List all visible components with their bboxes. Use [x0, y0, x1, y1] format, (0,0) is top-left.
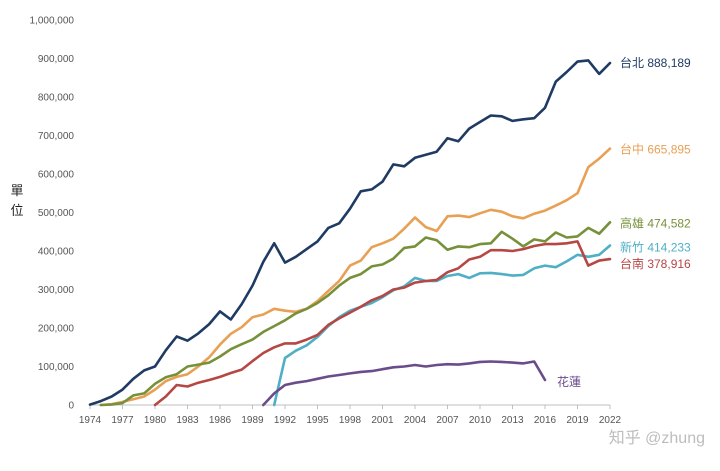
y-tick-label: 400,000 [38, 247, 75, 258]
y-tick-label: 200,000 [38, 324, 75, 335]
series-end-label: 新竹 414,233 [620, 240, 691, 255]
y-tick-label: 500,000 [38, 208, 75, 219]
x-tick-label: 2016 [534, 415, 557, 426]
x-tick-label: 1995 [306, 415, 329, 426]
x-axis-ticks: 1974 1977 1980 1983 1986 1989 1992 1995 1998 2001… [79, 405, 622, 426]
y-tick-label: 100,000 [38, 362, 75, 373]
series-end-labels: 台北 888,189 台中 665,895 高雄 474,582 新竹 414,233… [557, 55, 691, 389]
series-end-label: 台中 665,895 [620, 142, 691, 157]
x-tick-label: 2022 [599, 415, 622, 426]
x-tick-label: 1974 [79, 415, 102, 426]
x-tick-label: 2001 [371, 415, 394, 426]
watermark-text: 知乎 @zhung [609, 429, 705, 447]
series-line-台中 [99, 147, 612, 407]
x-tick-label: 2004 [404, 415, 427, 426]
x-tick-label: 1992 [274, 415, 297, 426]
series-line-花蓮 [261, 360, 547, 407]
y-axis-ticks: 0 100,000 200,000 300,000 400,000 500,000 600,… [30, 16, 75, 412]
x-tick-label: 2007 [436, 415, 459, 426]
x-tick-label: 2013 [501, 415, 524, 426]
y-tick-label: 300,000 [38, 285, 75, 296]
y-tick-label: 1,000,000 [30, 16, 75, 27]
x-tick-label: 1977 [111, 415, 134, 426]
series-end-label: 台北 888,189 [620, 55, 691, 70]
x-tick-label: 2019 [566, 415, 589, 426]
y-axis-label-char-2: 位 [10, 203, 23, 218]
series-line-台南 [153, 240, 612, 407]
y-tick-label: 0 [68, 401, 74, 412]
y-axis-label-char-1: 單 [10, 183, 23, 198]
x-tick-label: 1983 [176, 415, 199, 426]
series-line-台北 [88, 59, 612, 406]
x-tick-label: 2010 [469, 415, 492, 426]
y-tick-label: 700,000 [38, 131, 75, 142]
x-tick-label: 1998 [339, 415, 362, 426]
y-tick-label: 600,000 [38, 170, 75, 181]
series-end-label: 高雄 474,582 [620, 215, 691, 230]
series-lines [88, 59, 612, 407]
y-tick-label: 800,000 [38, 93, 75, 104]
x-tick-label: 1986 [209, 415, 232, 426]
y-tick-label: 900,000 [38, 54, 75, 65]
x-tick-label: 1989 [241, 415, 264, 426]
series-end-label: 花蓮 [557, 374, 581, 389]
series-end-label: 台南 378,916 [620, 256, 691, 271]
series-line-高雄 [99, 221, 612, 407]
x-tick-label: 1980 [144, 415, 167, 426]
